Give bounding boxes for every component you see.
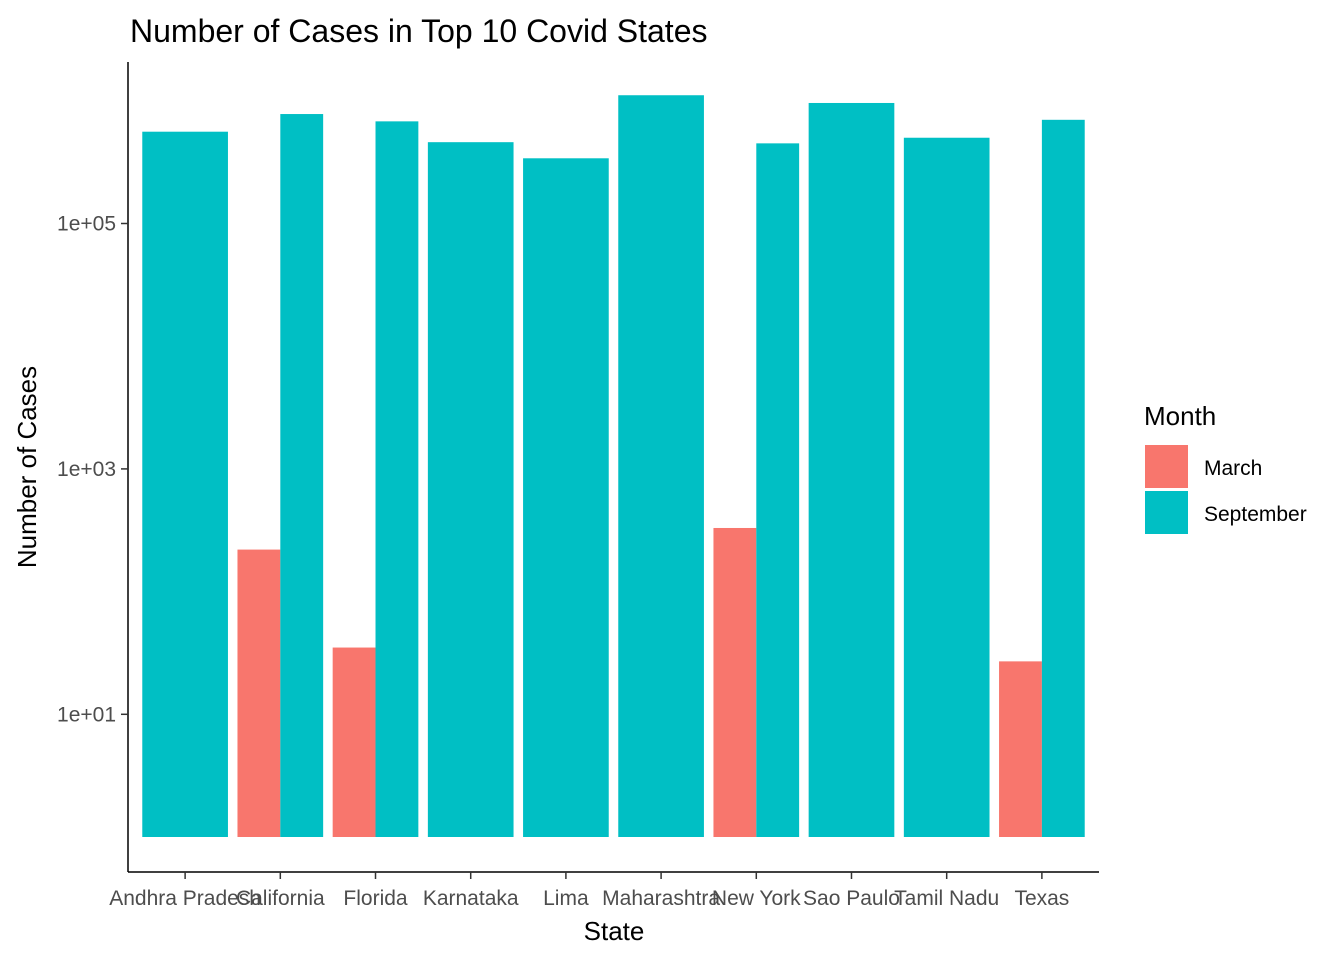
legend-key-september [1145, 491, 1188, 534]
y-tick-label: 1e+05 [57, 213, 116, 236]
y-ticks-group: 1e+01 1e+03 1e+05 [57, 213, 128, 726]
bar-september [523, 158, 609, 837]
bar-march [332, 647, 376, 837]
y-tick-label: 1e+01 [57, 703, 116, 726]
x-tick-label: Texas [1014, 887, 1069, 910]
bar-september [756, 143, 800, 837]
bar-september [1041, 119, 1085, 838]
x-tick-label: California [236, 887, 325, 910]
bar-march [713, 527, 757, 837]
bar-march [237, 549, 281, 837]
y-tick-label: 1e+03 [57, 458, 116, 481]
x-tick-label: Sao Paulo [803, 887, 900, 910]
bar-september [280, 114, 324, 838]
bar-september [375, 121, 419, 838]
x-tick-label: Lima [543, 887, 589, 910]
y-axis-title: Number of Cases [12, 366, 42, 568]
bar-march [999, 661, 1042, 837]
bar-september [903, 137, 990, 837]
bar-september [142, 131, 228, 837]
legend: Month March September [1144, 401, 1307, 534]
chart-title: Number of Cases in Top 10 Covid States [130, 13, 707, 49]
x-tick-label: Karnataka [423, 887, 519, 910]
x-tick-label: Tamil Nadu [894, 887, 999, 910]
x-tick-label: New York [712, 887, 801, 910]
bars-group [142, 95, 1085, 838]
legend-label-march: March [1204, 457, 1262, 480]
legend-label-september: September [1204, 503, 1307, 526]
x-tick-label: Florida [343, 887, 408, 910]
legend-title: Month [1144, 401, 1216, 431]
x-tick-label: Andhra Pradesh [109, 887, 261, 910]
x-tick-label: Maharashtra [602, 887, 720, 910]
bar-september [618, 95, 704, 837]
bar-september [808, 102, 895, 837]
bar-september [427, 142, 514, 837]
x-axis-title: State [584, 916, 645, 946]
legend-key-march [1145, 445, 1188, 488]
